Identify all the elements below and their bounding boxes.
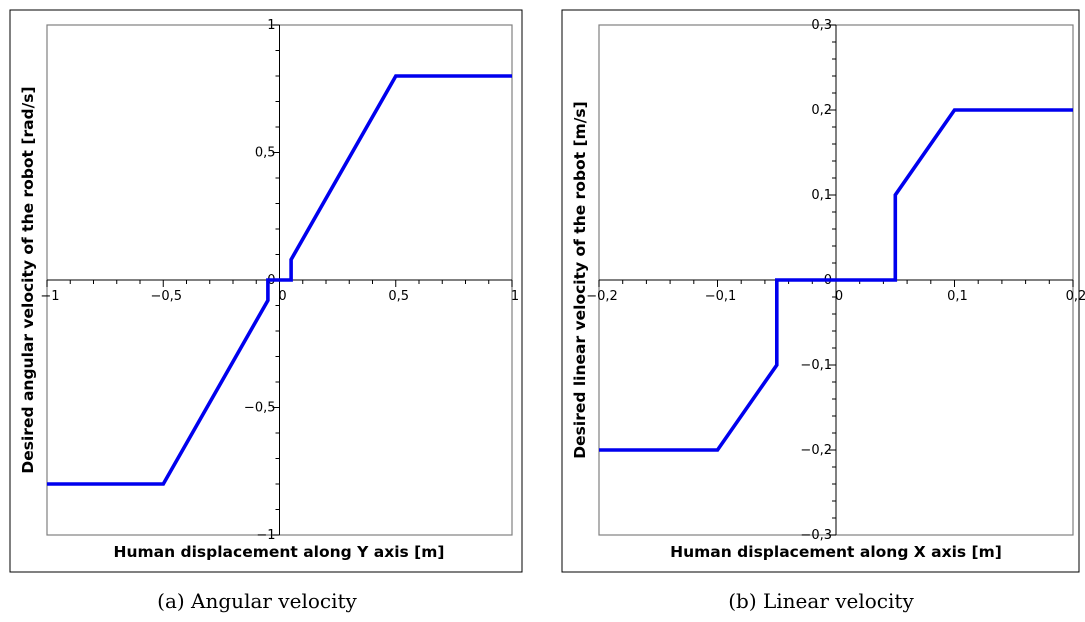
panel-b-x-tick-label: 0,2: [1066, 289, 1085, 304]
panel-b-caption: (b) Linear velocity: [728, 589, 914, 613]
panel-a-y-tick-label: −1: [256, 528, 275, 543]
panel-a-x-tick-label: −1: [40, 289, 59, 304]
panel-a-caption: (a) Angular velocity: [157, 589, 357, 613]
panel-a-y-tick-label: −0,5: [244, 401, 276, 416]
panel-b-x-tick-label: −0,2: [586, 289, 618, 304]
panel-a-frame: [9, 9, 523, 573]
panel-b-y-tick-label: 0,1: [811, 188, 832, 203]
panel-a-x-tick-label: 0,5: [388, 289, 409, 304]
panel-a-x-tick-label: 1: [511, 289, 519, 304]
panel-b-y-tick-label: 0,3: [811, 18, 832, 33]
panel-a-y-tick-label: 0,5: [255, 146, 276, 161]
panel-b-frame: [561, 9, 1080, 573]
panel-b-y-axis-label: Desired linear velocity of the robot [m/…: [571, 101, 589, 458]
panel-a-x-axis-label: Human displacement along Y axis [m]: [113, 543, 444, 561]
panel-b-y-tick-label: −0,3: [800, 528, 832, 543]
panel-b-y-tick-label: 0,2: [811, 103, 832, 118]
panel-b-x-axis-label: Human displacement along X axis [m]: [670, 543, 1002, 561]
panel-b-y-tick-label: −0,2: [800, 443, 832, 458]
panel-a-x-tick-label: 0: [278, 289, 286, 304]
panel-b-x-tick-label: −0,1: [705, 289, 737, 304]
panel-b-y-tick-label: −0,1: [800, 358, 832, 373]
panel-a-y-axis-label: Desired angular velocity of the robot [r…: [19, 86, 37, 473]
panel-a-series-line: [47, 74, 512, 486]
panel-b-x-tick-label: 0,1: [947, 289, 968, 304]
panel-a: −1 −0,5 0 0,5 110,50−0,5−1 Human displacemen…: [9, 9, 523, 613]
panel-a-x-tick-label: −0,5: [150, 289, 182, 304]
panel-b-series-line: [599, 108, 1073, 452]
panel-a-y-tick-label: 1: [267, 18, 275, 33]
panel-b-x-tick-label: 0: [835, 289, 843, 304]
panel-b: −0,2 −0,1 0 0,1 0,20,30,20,10−0,1−0,2−0,3 Hu…: [561, 9, 1085, 613]
